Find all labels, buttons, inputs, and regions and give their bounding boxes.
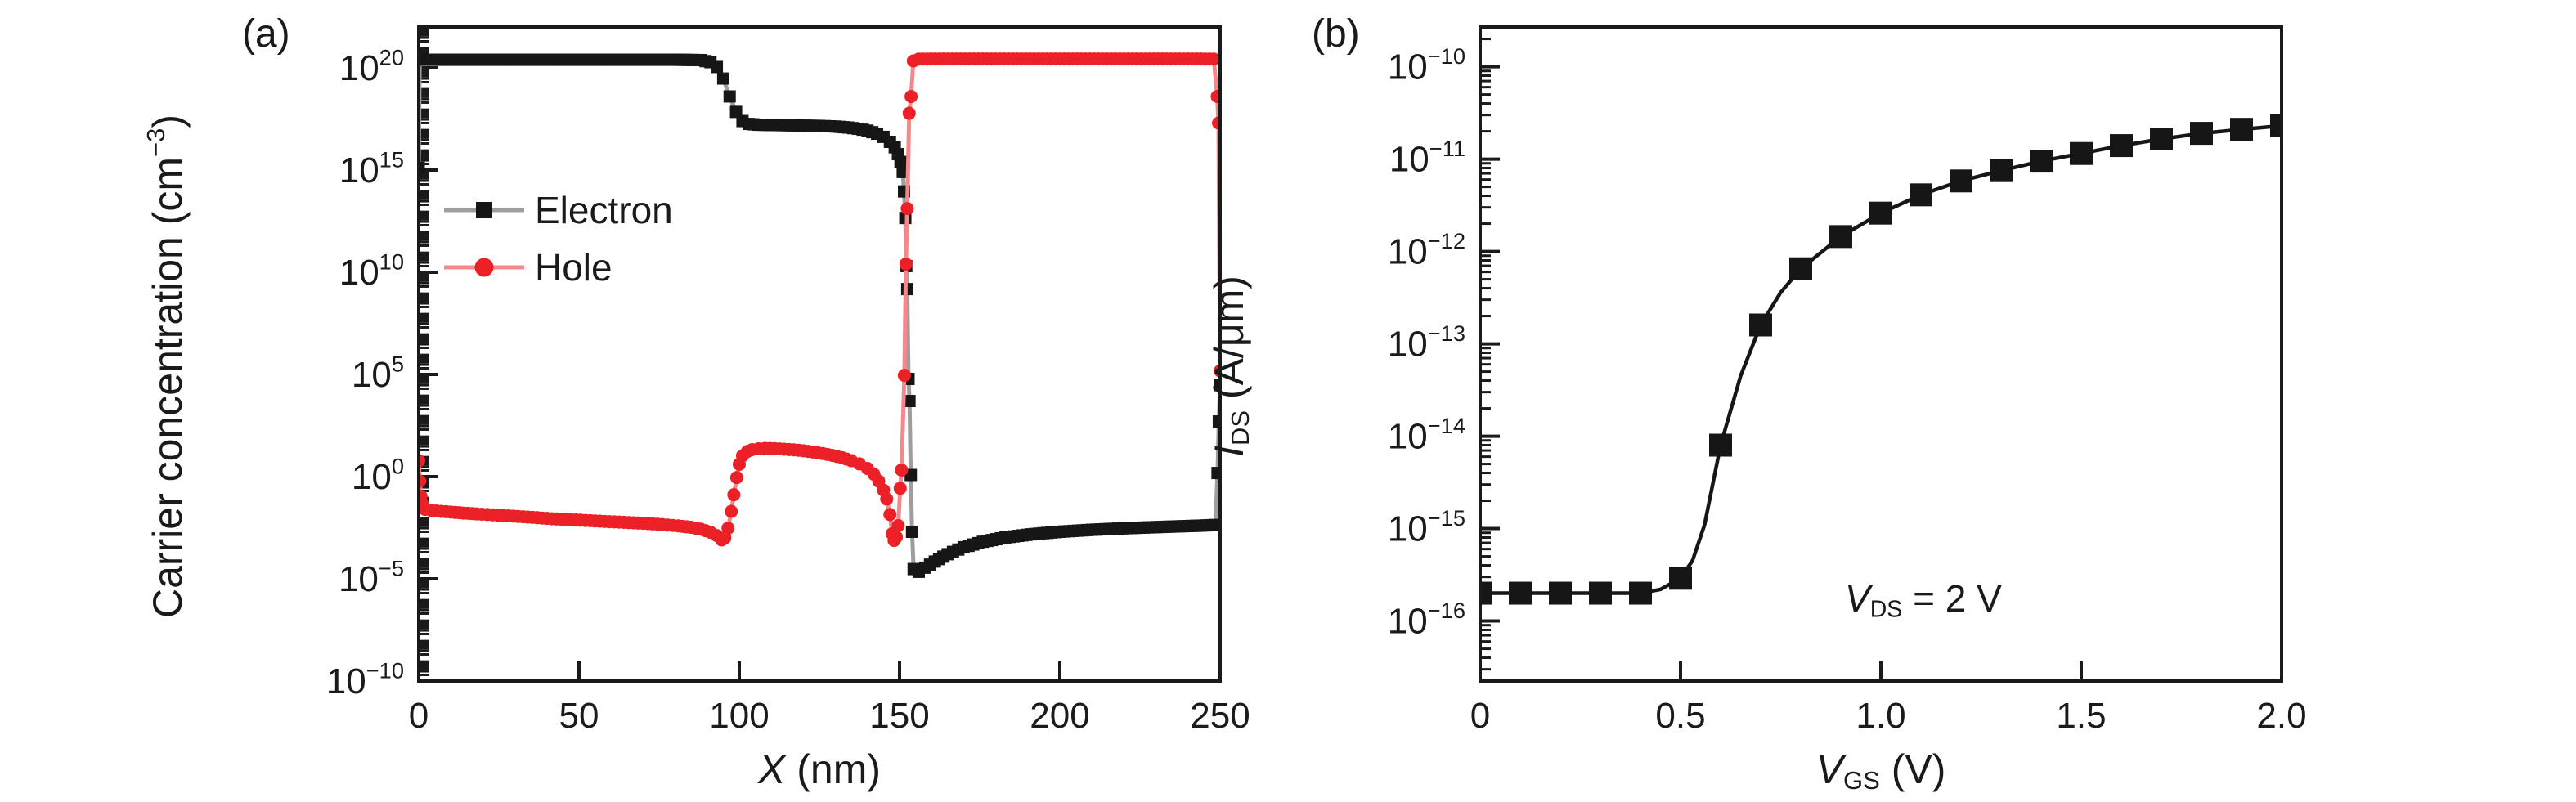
ids-line bbox=[1480, 123, 2282, 595]
svg-text:IDS (A/μm): IDS (A/μm) bbox=[1206, 276, 1254, 457]
panel-b-label: (b) bbox=[1312, 12, 1360, 56]
legend-label-hole: Hole bbox=[535, 246, 613, 289]
panel-a: 1020 1015 1010 105 100 10−5 10−100 50 100 150 200 2… bbox=[141, 25, 1250, 792]
electron-markers bbox=[417, 53, 1222, 578]
svg-text:10−11: 10−11 bbox=[1389, 136, 1465, 179]
svg-text:10−13: 10−13 bbox=[1388, 320, 1465, 364]
svg-text:Carrier concentration (cm−3): Carrier concentration (cm−3) bbox=[141, 114, 191, 618]
svg-text:10−5: 10−5 bbox=[339, 556, 404, 599]
svg-text:100: 100 bbox=[709, 696, 769, 736]
svg-text:10−15: 10−15 bbox=[1388, 505, 1465, 549]
svg-text:10−10: 10−10 bbox=[1388, 43, 1465, 87]
svg-text:250: 250 bbox=[1190, 696, 1250, 736]
svg-text:50: 50 bbox=[559, 696, 599, 736]
hole-series bbox=[417, 52, 1222, 548]
panel-a-label: (a) bbox=[242, 12, 290, 56]
svg-text:0.5: 0.5 bbox=[1655, 696, 1705, 736]
legend-label-electron: Electron bbox=[535, 189, 673, 231]
svg-text:1015: 1015 bbox=[339, 147, 404, 190]
svg-text:1010: 1010 bbox=[339, 249, 404, 293]
ids-markers bbox=[1479, 114, 2283, 605]
svg-text:100: 100 bbox=[352, 454, 404, 497]
electron-line bbox=[417, 57, 1222, 574]
plot-frame bbox=[1479, 25, 2283, 683]
legend: Electron Hole bbox=[444, 189, 673, 289]
electron-series bbox=[417, 53, 1222, 578]
svg-text:0: 0 bbox=[409, 696, 429, 736]
svg-text:10−14: 10−14 bbox=[1388, 413, 1465, 456]
svg-text:10−16: 10−16 bbox=[1388, 598, 1465, 641]
svg-text:VGS (V): VGS (V) bbox=[1816, 746, 1946, 795]
svg-text:200: 200 bbox=[1030, 696, 1089, 736]
svg-text:1020: 1020 bbox=[339, 45, 404, 88]
plot-frame bbox=[417, 25, 1222, 683]
legend-marker-electron bbox=[476, 202, 492, 218]
svg-text:10−12: 10−12 bbox=[1388, 228, 1465, 271]
axis-ticks bbox=[1479, 38, 2283, 681]
legend-marker-hole bbox=[474, 258, 494, 277]
hole-markers bbox=[417, 52, 1222, 548]
svg-text:105: 105 bbox=[352, 352, 404, 395]
ids-series bbox=[1479, 114, 2283, 605]
svg-text:1.5: 1.5 bbox=[2056, 696, 2106, 736]
svg-text:VDS = 2 V: VDS = 2 V bbox=[1845, 577, 2002, 622]
panel-b: 10−10 10−11 10−12 10−13 10−14 10−15 10−16 0 0.5 1… bbox=[1206, 25, 2307, 795]
svg-text:150: 150 bbox=[869, 696, 929, 736]
svg-text:0: 0 bbox=[1470, 696, 1490, 736]
svg-text:10−10: 10−10 bbox=[326, 658, 404, 701]
svg-text:2.0: 2.0 bbox=[2256, 696, 2306, 736]
svg-text:X (nm): X (nm) bbox=[757, 746, 881, 792]
svg-text:1.0: 1.0 bbox=[1856, 696, 1905, 736]
axis-ticks bbox=[417, 26, 1222, 683]
